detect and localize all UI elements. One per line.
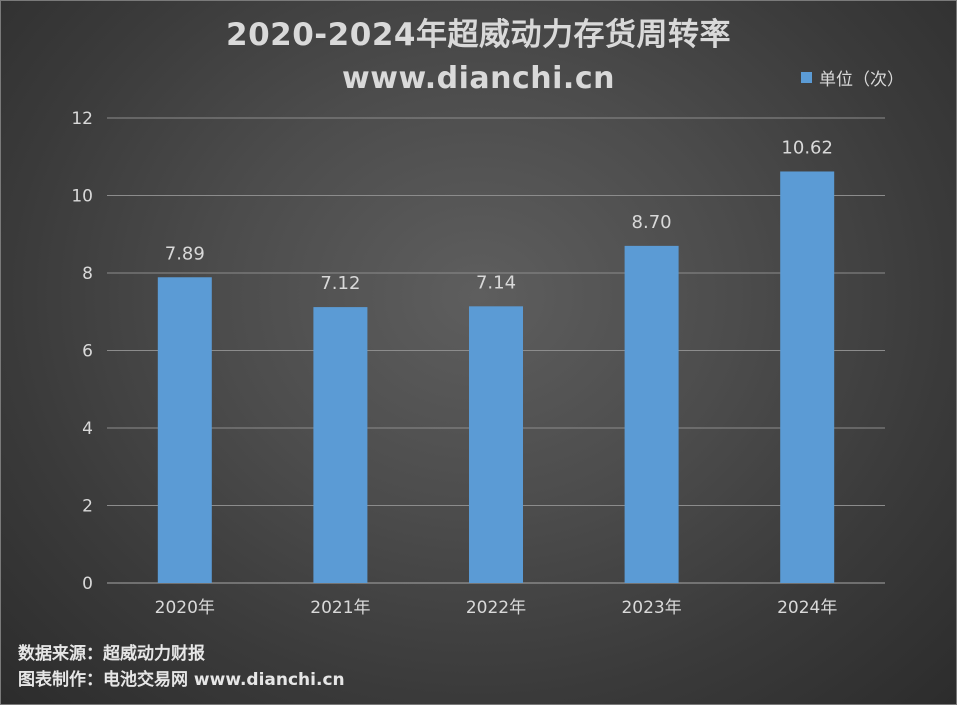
data-source-note: 数据来源：超威动力财报: [18, 644, 205, 664]
x-tick-label: 2021年: [310, 598, 370, 618]
bar: [469, 306, 523, 583]
bar: [780, 171, 835, 583]
chart-subtitle: www.dianchi.cn: [342, 61, 615, 96]
data-label: 7.14: [476, 272, 516, 293]
bar: [624, 245, 679, 583]
y-tick-label: 0: [82, 574, 93, 594]
data-label: 7.89: [165, 243, 205, 264]
chart-credit-note: 图表制作：电池交易网 www.dianchi.cn: [18, 670, 345, 690]
y-tick-label: 12: [71, 109, 93, 129]
chart-title: 2020-2024年超威动力存货周转率: [226, 17, 731, 53]
data-label: 7.12: [320, 273, 360, 294]
x-tick-label: 2023年: [621, 598, 681, 618]
legend-label: 单位（次）: [819, 70, 904, 90]
bar: [313, 307, 368, 583]
y-tick-label: 8: [82, 264, 93, 284]
chart-legend: 单位（次）: [801, 65, 904, 90]
legend-swatch: [801, 72, 812, 83]
data-label: 10.62: [781, 137, 833, 158]
data-label: 8.70: [632, 212, 672, 233]
y-tick-label: 10: [71, 187, 93, 207]
y-tick-label: 6: [82, 342, 93, 362]
x-tick-label: 2020年: [155, 598, 215, 618]
y-tick-label: 2: [82, 497, 93, 517]
bar: [157, 277, 212, 583]
x-tick-label: 2022年: [466, 598, 526, 618]
y-tick-label: 4: [82, 419, 93, 439]
x-tick-label: 2024年: [777, 598, 837, 618]
